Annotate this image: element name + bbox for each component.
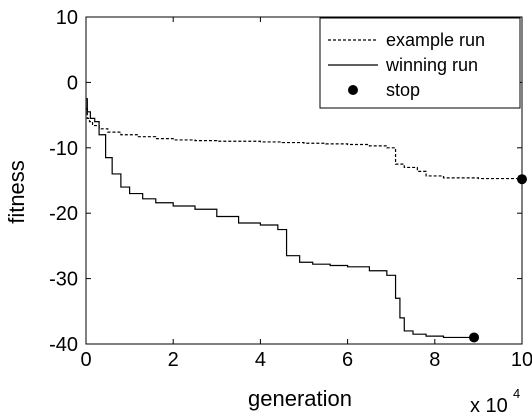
stop-marker: [469, 332, 480, 343]
y-tick-label: -30: [49, 269, 78, 291]
legend-entry-label: winning run: [385, 55, 478, 75]
y-tick-label: 0: [67, 72, 78, 94]
legend-entry-label: stop: [386, 80, 420, 100]
y-axis-label: fitness: [4, 160, 29, 224]
x-tick-label: 4: [255, 349, 266, 371]
x-tick-label: 8: [429, 349, 440, 371]
x-axis-label: generation: [248, 386, 352, 411]
series-line-winning-run: [86, 98, 470, 339]
y-tick-label: -20: [49, 203, 78, 225]
legend-swatch-stop: [348, 85, 358, 95]
x-tick-label: 0: [80, 349, 91, 371]
legend: example run winning run stop: [319, 17, 521, 109]
x-tick-label: 6: [342, 349, 353, 371]
y-axis-ticks: -40 -30 -20 -10 0 10: [49, 7, 522, 356]
x-axis-multiplier-base: x 10: [470, 395, 508, 416]
x-tick-label: 10: [511, 349, 532, 371]
y-tick-label: 10: [56, 7, 78, 29]
legend-entry-label: example run: [386, 30, 485, 50]
y-tick-label: -40: [49, 334, 78, 356]
series-line-example-run: [86, 107, 523, 180]
stop-marker: [517, 174, 527, 185]
y-tick-label: -10: [49, 138, 78, 160]
x-tick-label: 2: [168, 349, 179, 371]
x-axis-multiplier-exponent: 4: [513, 386, 520, 401]
x-axis-multiplier: x 10: [470, 395, 508, 416]
